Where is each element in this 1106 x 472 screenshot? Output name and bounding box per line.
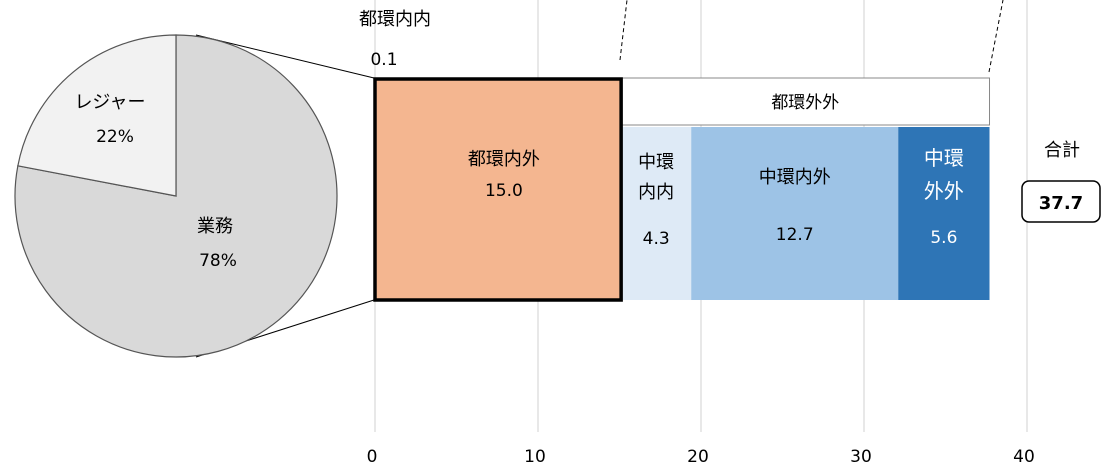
total-value: 37.7 — [1039, 193, 1083, 214]
outer-group-box — [620, 77, 991, 126]
pie-chart: 業務 78% レジャー 22% — [14, 34, 338, 358]
segment-label-value-中環内内: 4.3 — [643, 229, 670, 249]
total-label: 合計 — [1044, 140, 1080, 161]
x-tick-label-10: 10 — [524, 447, 546, 467]
x-tick-label-30: 30 — [850, 447, 872, 467]
x-axis-ticks: 0 10 20 30 40 — [367, 447, 1035, 467]
bar-segment-中環内内 — [621, 127, 692, 300]
segment-label-name-中環内外: 中環内外 — [759, 167, 831, 188]
pie-label-percent-業務: 78% — [199, 251, 237, 271]
segment-label-value-都環内外: 15.0 — [485, 181, 523, 201]
outer-group-label: 都環外外 — [771, 93, 839, 113]
segment-label-name-都環内外: 都環内外 — [468, 149, 540, 170]
segment-label-value-中環外外: 5.6 — [930, 228, 957, 248]
highlight-border — [373, 77, 623, 302]
x-tick-label-0: 0 — [367, 447, 378, 467]
pie-slice-レジャー — [17, 34, 177, 197]
segment-label-value-中環内外: 12.7 — [776, 225, 814, 245]
bar-segment-中環内外 — [691, 127, 899, 300]
stacked-bar — [373, 77, 991, 302]
pie-label-name-業務: 業務 — [197, 216, 233, 237]
leader-line-dashed-2 — [988, 0, 1004, 73]
x-tick-label-20: 20 — [687, 447, 709, 467]
segment-label-value-都環内内: 0.1 — [370, 50, 397, 70]
segment-label-name-中環内内-line2: 内内 — [638, 182, 674, 203]
leader-line-top — [195, 34, 375, 79]
segment-label-name-都環内内: 都環内内 — [359, 9, 431, 30]
segment-label-name-中環外外-line2: 外外 — [924, 179, 964, 203]
total-box: 合計 37.7 — [1021, 140, 1101, 223]
bar-segment-中環外外 — [898, 127, 990, 300]
x-tick-label-40: 40 — [1013, 447, 1035, 467]
pie-label-percent-レジャー: 22% — [96, 127, 134, 147]
total-value-box — [1021, 180, 1101, 223]
bar-segment-都環内外 — [376, 78, 622, 300]
leader-line-dashed-1 — [619, 0, 628, 61]
segment-label-name-中環外外-line1: 中環 — [924, 146, 964, 170]
pie-label-name-レジャー: レジャー — [74, 92, 145, 113]
segment-label-name-中環内内-line1: 中環 — [638, 152, 674, 173]
